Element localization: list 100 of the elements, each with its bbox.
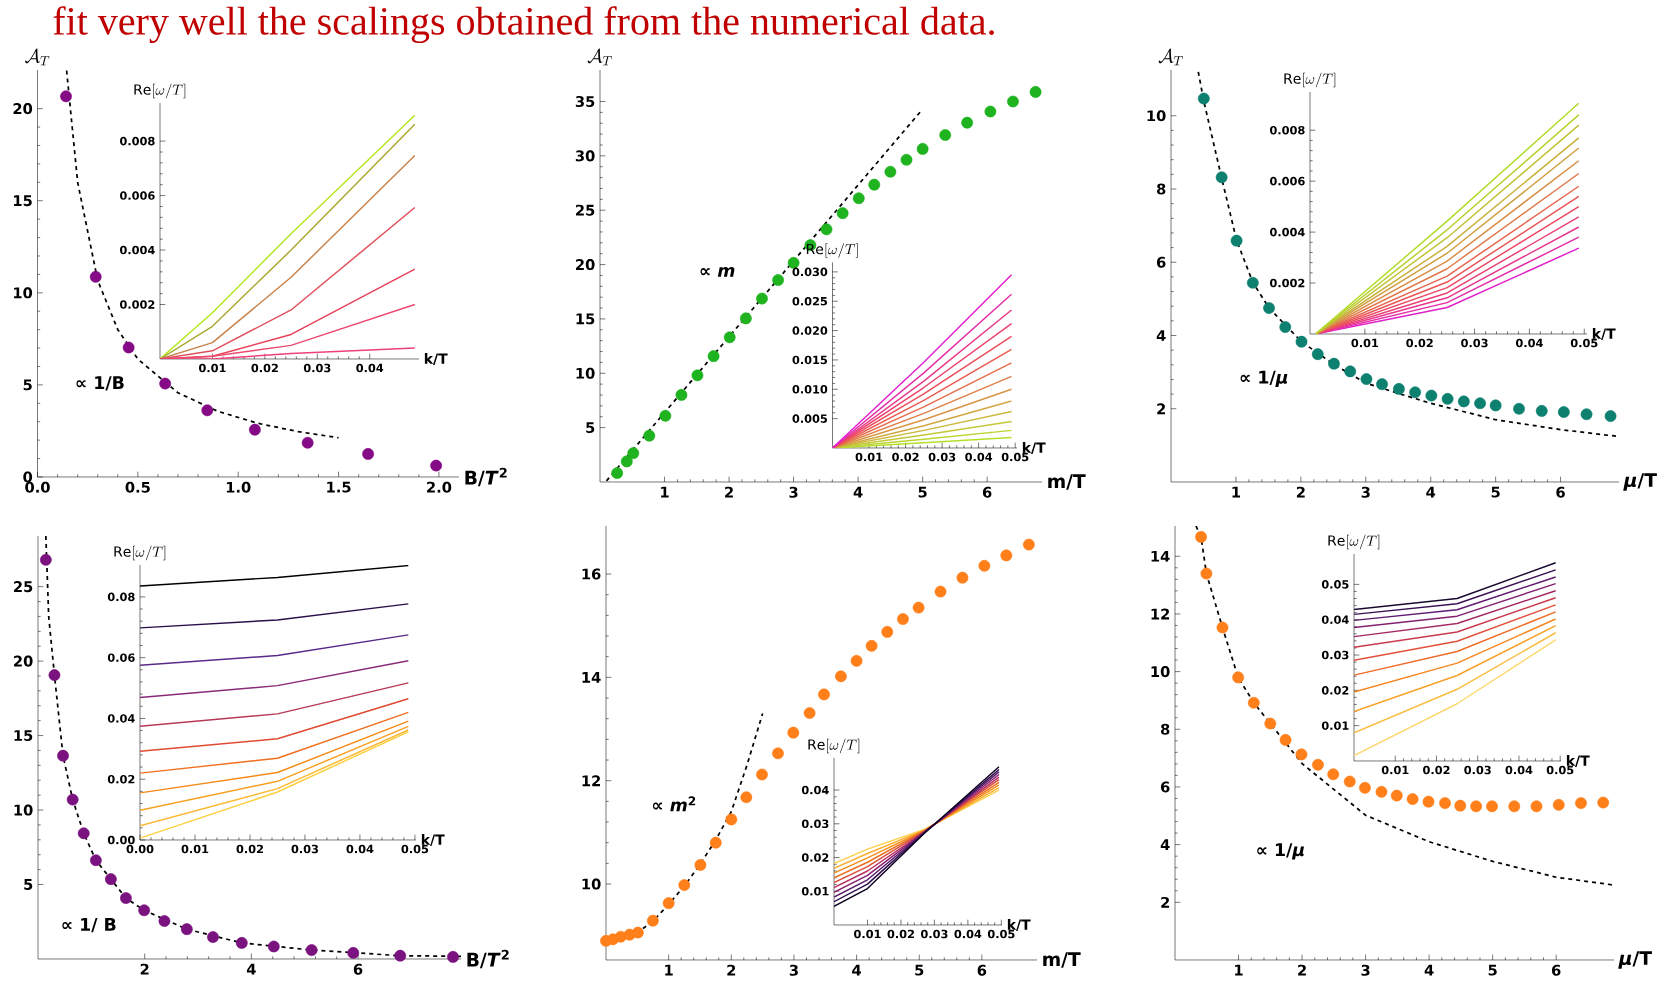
- x-tick-label: 1.5: [327, 481, 351, 493]
- y-tick-label: 25: [14, 581, 33, 593]
- y-tick-label: 0.02: [801, 853, 829, 862]
- y-axis-title: $\mathrm{Re}[\omega/T]$: [1284, 72, 1336, 88]
- x-axis-title: k/T: [1022, 442, 1046, 454]
- x-tick-label: 6: [1556, 486, 1565, 498]
- y-tick-label: 20: [576, 259, 595, 271]
- x-tick-label: 0.03: [1461, 338, 1488, 348]
- y-tick-label: 0.008: [1269, 125, 1305, 135]
- x-tick-label: 4: [1424, 964, 1434, 976]
- y-tick-label: 5: [23, 379, 32, 391]
- x-tick-label: 0.01: [1381, 765, 1409, 775]
- y-tick-label: 8: [1160, 723, 1170, 735]
- y-tick-label: 0.006: [119, 191, 155, 200]
- x-tick-label: 0.01: [181, 844, 209, 854]
- y-tick-label: 10: [576, 367, 595, 379]
- y-tick-label: 15: [576, 313, 595, 325]
- y-tick-label: 14: [1151, 550, 1170, 562]
- annotation: ∝ m$^{2}$: [652, 796, 696, 812]
- x-tick-label: 2.0: [427, 481, 452, 493]
- x-tick-label: 0.03: [1464, 765, 1491, 775]
- y-tick-label: 30: [575, 150, 595, 162]
- y-tick-label: 20: [13, 103, 33, 115]
- x-tick-label: 3: [1361, 964, 1370, 976]
- x-tick-label: 0.03: [303, 363, 331, 373]
- y-axis-title: $\mathrm{Re}[\omega/T]$: [134, 83, 186, 99]
- x-tick-label: 0.03: [928, 452, 956, 462]
- y-tick-label: 10: [14, 287, 33, 299]
- y-tick-label: 2: [1161, 896, 1170, 908]
- x-tick-label: 5: [1491, 486, 1500, 498]
- x-axis-title: k/T: [421, 834, 445, 846]
- x-tick-label: 0.05: [987, 929, 1015, 939]
- y-tick-label: 0.08: [107, 592, 135, 602]
- x-tick-label: 1: [665, 964, 673, 976]
- y-tick-label: 0.00: [107, 835, 135, 845]
- x-tick-label: 0.03: [920, 929, 948, 939]
- x-axis-title: m/T: [1048, 474, 1086, 490]
- x-tick-label: 6: [1552, 964, 1561, 976]
- x-tick-label: 6: [353, 963, 363, 975]
- y-tick-label: 0.04: [1321, 615, 1349, 624]
- x-tick-label: 2: [727, 964, 736, 976]
- y-tick-label: 14: [582, 672, 601, 683]
- x-tick-label: 0.02: [1423, 765, 1450, 775]
- y-tick-label: 0.06: [107, 653, 135, 662]
- x-tick-label: 5: [1488, 964, 1497, 976]
- x-tick-label: 0.05: [1546, 765, 1574, 775]
- x-tick-label: 0.04: [346, 844, 374, 854]
- x-tick-label: 6: [977, 964, 987, 976]
- x-tick-label: 0.01: [855, 452, 883, 462]
- y-tick-label: 0.025: [792, 296, 828, 306]
- y-tick-label: 5: [24, 879, 33, 890]
- y-tick-label: 0: [23, 471, 33, 483]
- x-axis-title: k/T: [1592, 328, 1616, 340]
- x-tick-label: 0.04: [1515, 338, 1543, 348]
- x-axis-title: B/T$^{2}$: [465, 467, 507, 487]
- x-tick-label: 5: [915, 964, 924, 976]
- annotation: ∝ 1/ B: [62, 918, 116, 933]
- y-axis-title: $\mathrm{Re}[\omega/T]$: [1328, 534, 1380, 550]
- y-tick-label: 0.008: [119, 136, 155, 146]
- y-tick-label: 0.004: [1269, 227, 1305, 237]
- y-axis-title: $\mathcal{A}_T$: [1158, 48, 1183, 66]
- y-tick-label: 0.030: [792, 267, 828, 277]
- y-tick-label: 8: [1156, 183, 1166, 195]
- y-tick-label: 2: [1157, 403, 1166, 415]
- x-tick-label: 4: [246, 963, 256, 975]
- y-tick-label: 5: [586, 422, 595, 434]
- x-tick-label: 0.05: [401, 844, 429, 854]
- x-tick-label: 0.5: [125, 481, 150, 493]
- y-tick-label: 15: [14, 195, 32, 207]
- y-tick-label: 12: [582, 775, 601, 787]
- x-tick-label: 1.0: [226, 481, 251, 493]
- chart-title: fit very well the scalings obtained from the numerical data.: [53, 6, 994, 44]
- y-tick-label: 25: [576, 204, 595, 216]
- x-tick-label: 0.05: [1001, 452, 1029, 462]
- y-tick-label: 6: [1156, 256, 1166, 268]
- x-axis-title: k/T: [1007, 919, 1031, 931]
- x-tick-label: 0.02: [892, 452, 919, 462]
- y-tick-label: 0.05: [1321, 580, 1349, 589]
- x-tick-label: 6: [982, 486, 992, 498]
- x-axis-title: m/T: [1043, 952, 1081, 968]
- y-tick-label: 10: [582, 878, 601, 890]
- x-tick-label: 0.0: [25, 481, 50, 493]
- y-tick-label: 0.02: [107, 774, 135, 784]
- x-tick-label: 0.01: [854, 929, 881, 939]
- y-axis-title: $\mathrm{Re}[\omega/T]$: [808, 738, 860, 754]
- x-tick-label: 4: [853, 486, 863, 498]
- y-tick-label: 12: [1151, 608, 1170, 620]
- y-tick-label: 6: [1160, 781, 1170, 793]
- y-tick-label: 0.04: [801, 785, 829, 795]
- y-tick-label: 0.02: [1321, 686, 1349, 695]
- x-tick-label: 3: [789, 964, 798, 976]
- x-axis-title: μ/T: [1623, 473, 1657, 491]
- y-tick-label: 0.005: [792, 414, 828, 423]
- x-axis-title: k/T: [424, 353, 448, 365]
- x-tick-label: 0.05: [1570, 338, 1598, 348]
- y-tick-label: 4: [1156, 330, 1166, 341]
- y-tick-label: 15: [14, 730, 33, 742]
- y-tick-label: 0.04: [107, 714, 135, 723]
- y-tick-label: 20: [14, 655, 33, 667]
- x-tick-label: 0.03: [291, 844, 319, 854]
